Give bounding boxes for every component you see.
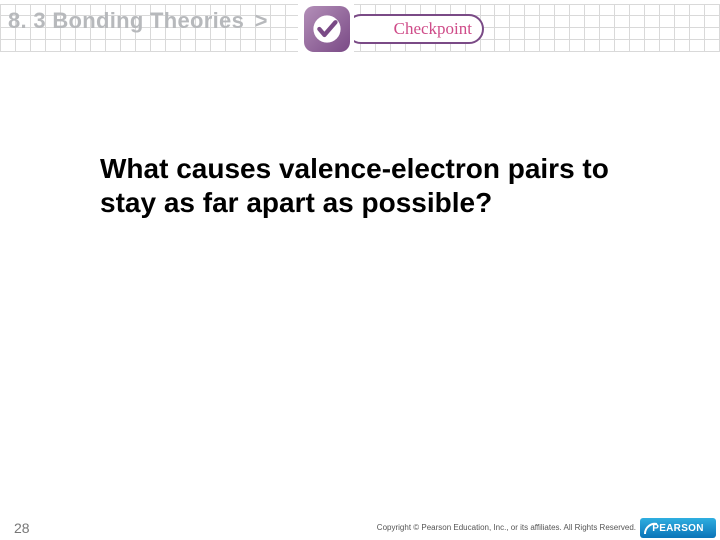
checkpoint-label-pill: Checkpoint: [346, 14, 484, 44]
section-title: Bonding Theories: [52, 8, 244, 33]
checkpoint-icon-bg: [298, 2, 354, 54]
copyright-text: Copyright © Pearson Education, Inc., or …: [377, 523, 636, 532]
page-number: 28: [14, 520, 30, 536]
pearson-logo: PEARSON: [640, 518, 716, 538]
section-number: 8. 3: [8, 8, 46, 33]
checkmark-icon: [310, 12, 344, 46]
checkpoint-badge: Checkpoint: [298, 2, 486, 54]
question-text: What causes valence-electron pairs to st…: [100, 152, 620, 220]
slide: 8. 3 Bonding Theories > Checkpoint What …: [0, 0, 720, 540]
checkpoint-icon-square: [304, 6, 350, 52]
checkpoint-label: Checkpoint: [394, 19, 472, 39]
section-header: 8. 3 Bonding Theories >: [8, 8, 268, 34]
pearson-logo-text: PEARSON: [652, 523, 704, 534]
pearson-arc-icon: [643, 520, 659, 536]
chevron-icon: >: [255, 8, 268, 34]
slide-footer: 28 Copyright © Pearson Education, Inc., …: [0, 516, 720, 540]
